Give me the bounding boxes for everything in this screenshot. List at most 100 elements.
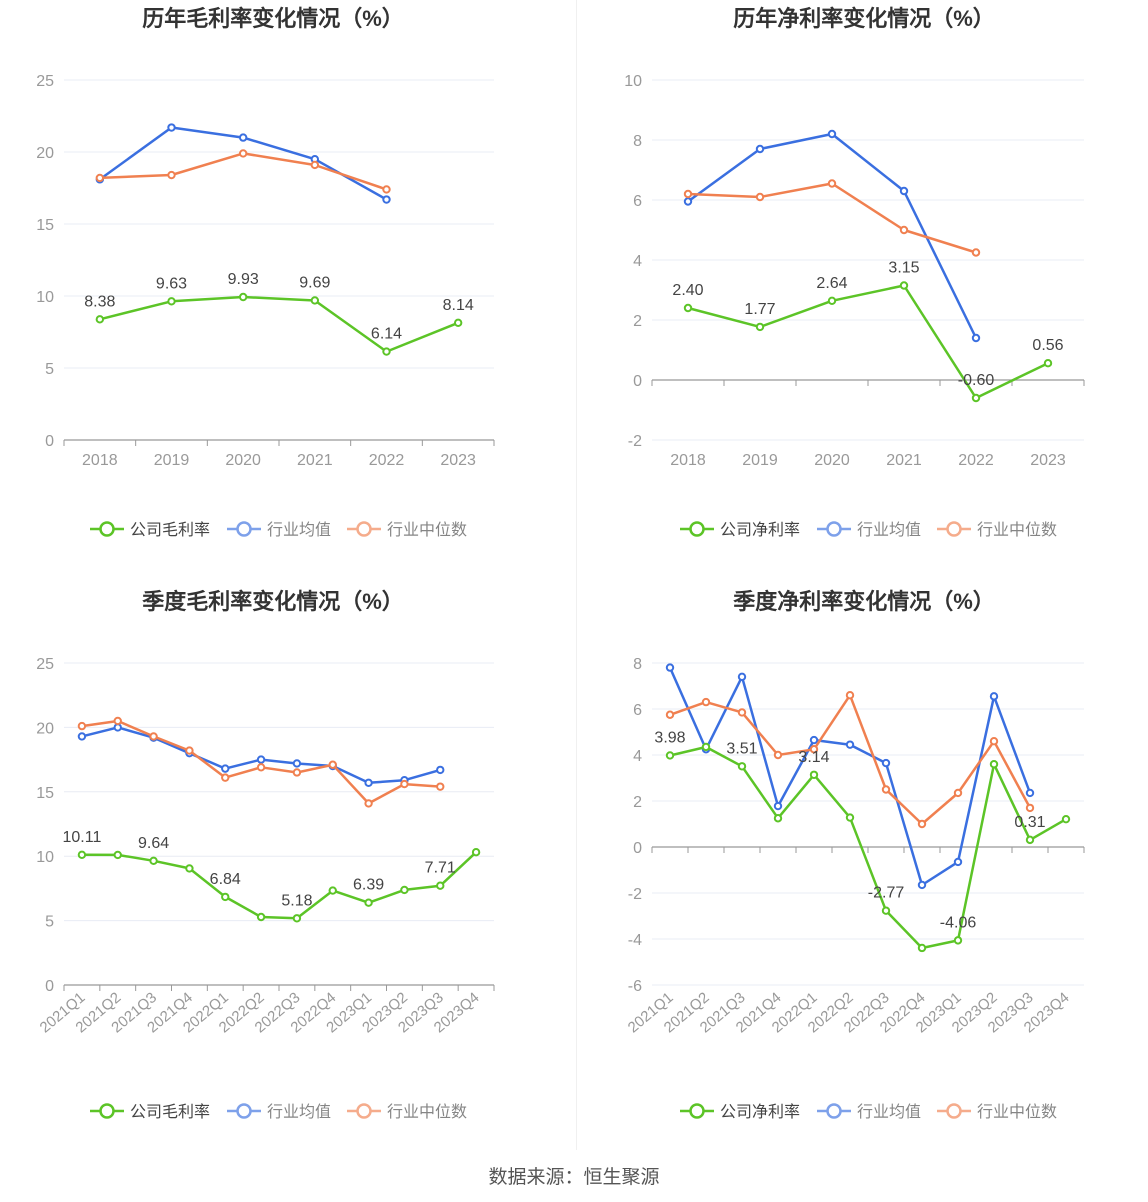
chart-svg: 季度净利率变化情况（%）-6-4-2024682021Q12021Q22021Q… [625, 589, 1085, 1121]
x-tick-label: 2019 [742, 452, 778, 469]
data-point [773, 750, 783, 760]
data-label: 3.98 [654, 729, 685, 746]
annual-gross-margin-chart: 历年毛利率变化情况（%） 0 5 10 15 20 25 2018 2019 2020 2021 20… [0, 0, 574, 583]
legend-item: 公司净利率 [680, 521, 800, 539]
legend-label: 公司净利率 [720, 521, 800, 539]
data-point [310, 160, 320, 170]
x-tick-label: 2021 [886, 452, 922, 469]
x-tick-label: 2020 [225, 452, 261, 469]
x-tick-label: 2023 [440, 452, 476, 469]
data-point [917, 943, 927, 953]
series-line [669, 745, 1067, 950]
y-tick-label: 10 [36, 289, 54, 306]
data-point [881, 785, 891, 794]
data-point [737, 762, 747, 771]
legend-marker [236, 521, 252, 537]
data-point [953, 936, 963, 945]
data-label: 3.51 [726, 740, 757, 757]
data-point [238, 149, 248, 158]
y-tick-label: 4 [633, 748, 642, 765]
data-point [167, 297, 176, 306]
legend-marker [99, 1103, 115, 1119]
data-point [382, 195, 391, 204]
x-tick-label: 2019 [154, 452, 190, 469]
data-point [400, 779, 409, 789]
data-point [400, 885, 409, 895]
data-point [701, 697, 711, 707]
legend-label: 行业均值 [267, 1103, 331, 1121]
legend-item: 行业均值 [227, 521, 331, 539]
data-point [683, 303, 693, 313]
data-label: -4.06 [940, 914, 977, 931]
data-point [953, 857, 963, 867]
data-label: 1.77 [744, 301, 775, 318]
data-point [292, 759, 302, 768]
data-point [113, 716, 122, 726]
data-point [364, 898, 373, 907]
chart-title: 季度毛利率变化情况（%） [142, 589, 404, 614]
legend-marker [356, 1103, 372, 1119]
data-point [328, 760, 337, 769]
data-point [989, 737, 999, 746]
data-label: 9.93 [228, 271, 259, 288]
data-point [755, 192, 765, 202]
data-point [436, 765, 445, 775]
data-point [683, 197, 693, 206]
legend-marker [946, 521, 962, 537]
chart-title: 历年净利率变化情况（%） [733, 6, 995, 31]
legend-item: 行业中位数 [347, 1103, 467, 1121]
legend-marker [689, 1103, 705, 1119]
data-label: 0.31 [1014, 814, 1045, 831]
data-point [77, 732, 87, 741]
legend-marker [826, 1103, 842, 1119]
y-tick-label: 10 [624, 73, 642, 90]
data-point [310, 296, 320, 305]
data-point [845, 691, 855, 700]
data-point [899, 186, 909, 196]
data-point [701, 742, 711, 752]
data-label: 3.14 [798, 749, 829, 766]
y-tick-label: 8 [633, 133, 642, 150]
data-point [737, 708, 747, 717]
data-point [221, 764, 230, 773]
y-tick-label: 2 [633, 794, 642, 811]
legend-label: 行业中位数 [977, 521, 1057, 539]
data-point [221, 773, 230, 782]
data-point [471, 848, 481, 857]
data-point [364, 778, 373, 787]
y-tick-label: 5 [45, 914, 54, 931]
data-label: 2.64 [816, 275, 847, 292]
data-point [221, 892, 230, 902]
y-tick-label: 0 [633, 840, 642, 857]
data-point [1025, 803, 1035, 813]
y-tick-label: 6 [633, 193, 642, 210]
x-tick-label: 2021 [297, 452, 333, 469]
data-label: -0.60 [958, 372, 995, 389]
data-point [845, 813, 855, 822]
legend-label: 行业中位数 [977, 1103, 1057, 1121]
series-line [81, 851, 477, 920]
data-point [665, 710, 675, 719]
legend-marker [236, 1103, 252, 1119]
data-point [436, 881, 445, 890]
data-point [77, 850, 87, 859]
data-point [328, 886, 337, 895]
data-label: 6.14 [371, 326, 402, 343]
data-source-note: 数据来源：恒生聚源 [488, 1167, 660, 1188]
chart-title: 季度净利率变化情况（%） [733, 589, 995, 614]
legend-item: 公司毛利率 [90, 1103, 210, 1121]
y-tick-label: 5 [45, 361, 54, 378]
y-tick-label: 25 [36, 73, 54, 90]
y-tick-label: 0 [45, 978, 54, 995]
x-tick-label: 2022 [369, 452, 405, 469]
data-point [827, 296, 837, 305]
data-point [167, 170, 176, 180]
data-point [256, 912, 266, 922]
y-tick-label: 6 [633, 702, 642, 719]
data-label: 6.84 [210, 871, 241, 888]
data-point [113, 850, 122, 860]
data-label: 9.63 [156, 275, 187, 292]
data-point [755, 144, 765, 154]
y-tick-label: 10 [36, 849, 54, 866]
data-label: 2.40 [672, 282, 703, 299]
